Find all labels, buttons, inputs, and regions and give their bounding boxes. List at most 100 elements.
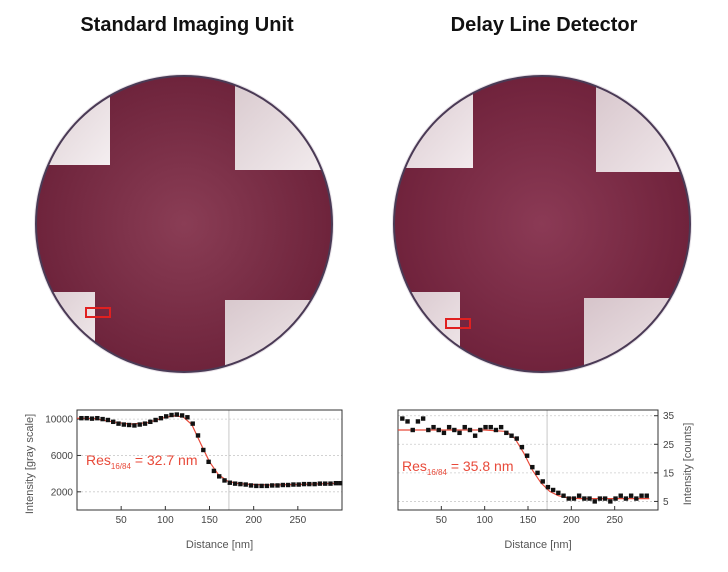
data-point [238,481,243,487]
data-point [158,415,164,421]
data-point [296,482,301,487]
x-tick-label: 200 [563,515,580,526]
resolution-annotation: Res16/84 = 32.7 nm [86,452,197,471]
data-point [323,481,328,486]
data-point [248,483,254,488]
chart-standard: 50 100 150 200 250 2000 6000 10000 Distance [nm]… [20,400,350,565]
sample-image-standard-svg [34,74,334,374]
x-tick-label: 150 [201,515,218,526]
data-point [137,422,142,427]
y-axis-label: Intensity [counts] [682,423,694,506]
data-point [254,483,259,489]
data-point [312,481,317,487]
data-point [232,481,238,486]
data-point [270,483,275,488]
data-point [545,484,551,490]
data-point [105,417,111,423]
data-point [195,433,201,438]
data-point [142,421,148,426]
data-point [478,427,483,433]
data-point [467,427,473,433]
data-point [227,480,233,485]
data-point [164,414,169,419]
pad-top-left [394,76,473,168]
data-point [415,419,421,424]
data-point [328,481,333,486]
data-point [179,413,185,418]
data-point [519,444,525,450]
annotation-subscript: 16/84 [427,468,448,477]
y-tick-label: 5 [663,497,669,508]
data-point [504,430,509,436]
annotation-value: = 32.7 nm [131,452,198,468]
data-point [285,482,291,488]
data-point [530,464,535,470]
data-point [550,487,556,493]
data-point [628,493,634,498]
fit-curve [398,429,650,500]
data-point [571,496,577,501]
data-point [259,483,264,489]
panel-title-standard: Standard Imaging Unit [80,14,294,36]
x-tick-label: 150 [520,515,537,526]
data-point [211,468,217,474]
data-point [275,483,280,488]
annotation-main: Res [86,452,111,468]
data-point [587,496,592,501]
data-point [410,427,415,433]
data-point [420,416,426,421]
y-axis-label: Intensity [gray scale] [24,414,36,514]
data-point [483,424,488,430]
pad-top-right [596,76,690,172]
data-point [153,417,158,423]
chart-standard-svg: 50 100 150 200 250 2000 6000 10000 Distance [nm]… [24,409,343,551]
x-tick-label: 50 [436,515,448,526]
data-point [618,493,623,498]
data-point [95,415,100,421]
y-tick-label: 2000 [51,487,74,498]
fit-curve [76,415,341,486]
data-point [561,493,566,498]
data-point [462,424,467,430]
y-tick-label: 35 [663,411,675,422]
data-point [206,459,211,465]
data-point [493,427,499,433]
data-point [217,474,222,479]
data-point [185,415,190,420]
measurement-marker [85,307,111,318]
data-point [280,482,286,488]
data-point [556,490,561,496]
data-point [535,470,540,476]
x-tick-label: 100 [476,515,493,526]
annotation-subscript: 16/84 [111,462,132,471]
data-point [89,416,95,421]
image-rim [35,75,333,373]
data-point [264,483,270,489]
data-point [405,419,410,424]
data-point [291,482,296,487]
data-point [597,496,603,501]
data-point [623,496,629,501]
pad-bottom-right [225,300,332,372]
data-point [116,421,121,426]
measurement-marker [445,318,471,329]
data-point [566,496,571,501]
pad-top-left [36,76,110,165]
data-point [148,419,153,425]
data-point [644,493,649,498]
data-point [441,430,447,436]
data-point [121,422,127,427]
data-point [452,427,457,433]
sample-image-standard [30,70,338,383]
data-point [317,481,323,486]
y-tick-label: 15 [663,468,675,479]
x-tick-label: 50 [116,515,128,526]
data-point [613,496,618,501]
x-tick-label: 250 [289,515,306,526]
pad-bottom-right [584,298,690,372]
image-disc [394,76,690,372]
resolution-annotation: Res16/84 = 35.8 nm [402,458,513,477]
data-point [592,499,597,504]
x-axis-label: Distance [nm] [186,539,253,551]
data-point [602,496,608,501]
